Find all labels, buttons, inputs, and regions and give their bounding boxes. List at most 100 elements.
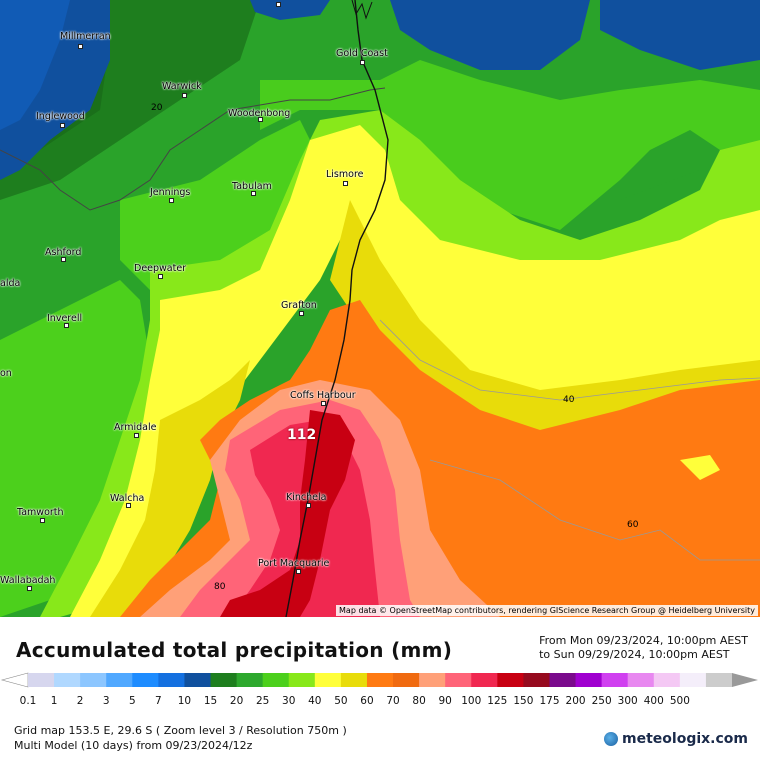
legend-swatch [471, 673, 498, 687]
legend-swatch [158, 673, 185, 687]
brand-name: meteologix.com [622, 731, 748, 747]
legend-tick-label: 70 [386, 695, 399, 707]
legend-tick-label: 7 [155, 695, 162, 707]
color-legend: 0.1 1 2 3 5 7 10 15 20 25 30 40 50 60 70 80 90 100 125 150 1… [0, 672, 760, 714]
map-info: Grid map 153.5 E, 29.6 S ( Zoom level 3 … [14, 723, 347, 753]
legend-tick-label: 400 [644, 695, 664, 707]
legend-swatch [366, 673, 394, 687]
legend-swatch [679, 673, 707, 687]
legend-tick-label: 30 [282, 695, 295, 707]
legend-swatch [705, 673, 733, 687]
town-label-warwick: Warwick [162, 81, 202, 92]
period-to: to Sun 09/29/2024, 10:00pm AEST [539, 648, 730, 661]
contour-label-60: 60 [627, 520, 639, 530]
contour-label-40: 40 [563, 395, 575, 405]
legend-swatch [601, 673, 629, 687]
legend-scale: 0.1 1 2 3 5 7 10 15 20 25 30 40 50 60 70 80 90 100 125 150 1… [0, 672, 758, 707]
town-marker [60, 123, 65, 128]
town-marker [126, 503, 131, 508]
town-label-wallabadah: Wallabadah [0, 575, 56, 586]
legend-swatch [314, 673, 342, 687]
town-marker [321, 401, 326, 406]
town-label-deepwater: Deepwater [134, 263, 187, 274]
town-marker [169, 198, 174, 203]
legend-tick-label: 90 [438, 695, 451, 707]
legend-swatch [523, 673, 550, 687]
town-label-kinchela: Kinchela [286, 492, 327, 503]
legend-tick-label: 60 [360, 695, 373, 707]
legend-swatch [54, 673, 81, 687]
town-marker [258, 117, 263, 122]
legend-swatch [28, 673, 55, 687]
town-marker [78, 44, 83, 49]
town-label-woodenbong: Woodenbong [228, 108, 291, 119]
legend-swatch [575, 673, 603, 687]
town-label-millmerran: Millmerran [60, 31, 111, 42]
town-label-walcha: Walcha [110, 493, 145, 504]
legend-tick-label: 10 [178, 695, 191, 707]
legend-tick-label: 300 [618, 695, 638, 707]
town-marker [158, 274, 163, 279]
legend-swatch [419, 673, 446, 687]
town-marker [64, 323, 69, 328]
town-label-tabulam: Tabulam [232, 181, 272, 192]
period-from: From Mon 09/23/2024, 10:00pm AEST [539, 634, 748, 647]
legend-swatch [549, 673, 577, 687]
legend-tick-label: 25 [256, 695, 269, 707]
precipitation-map[interactable]: Millmerran Gold Coast Warwick Inglewood … [0, 0, 760, 617]
town-marker [306, 503, 311, 508]
legend-swatch [262, 673, 290, 687]
legend-tick-label: 80 [412, 695, 425, 707]
legend-tick-label: 2 [77, 695, 84, 707]
town-label-armidale: Armidale [114, 422, 157, 433]
town-label-tamworth: Tamworth [17, 507, 64, 518]
legend-tick-label: 175 [539, 695, 559, 707]
brand-logo[interactable]: meteologix.com [604, 731, 748, 747]
town-label-alda: alda [0, 278, 21, 289]
legend-arrow-left [0, 672, 29, 688]
map-attribution: Map data © OpenStreetMap contributors, r… [336, 605, 758, 616]
legend-tick-label: 150 [513, 695, 533, 707]
town-label-inglewood: Inglewood [36, 111, 85, 122]
town-label-port-macquarie: Port Macquarie [258, 558, 330, 569]
town-marker [343, 181, 348, 186]
town-marker [299, 311, 304, 316]
town-label-lismore: Lismore [326, 169, 364, 180]
town-marker [296, 569, 301, 574]
town-marker [251, 191, 256, 196]
forecast-period: From Mon 09/23/2024, 10:00pm AEST to Sun… [539, 634, 748, 662]
page-title: Accumulated total precipitation (mm) [16, 638, 453, 662]
legend-tick-label: 500 [670, 695, 690, 707]
town-marker [134, 433, 139, 438]
legend-tick-label: 40 [308, 695, 321, 707]
town-marker [61, 257, 66, 262]
town-label-coffs-harbour: Coffs Harbour [290, 390, 356, 401]
legend-tick-label: 250 [592, 695, 612, 707]
contour-label-80: 80 [214, 582, 226, 592]
legend-tick-label: 50 [334, 695, 347, 707]
town-label-gold-coast: Gold Coast [336, 48, 388, 59]
town-marker [40, 518, 45, 523]
town-marker [360, 60, 365, 65]
legend-swatch [445, 673, 472, 687]
town-label-grafton: Grafton [281, 300, 317, 311]
legend-swatch [340, 673, 368, 687]
town-marker [27, 586, 32, 591]
legend-swatch [106, 673, 133, 687]
max-precipitation-label: 112 [287, 427, 317, 443]
legend-tick-label: 200 [566, 695, 586, 707]
town-label-ashford: Ashford [45, 247, 82, 258]
legend-swatch [627, 673, 655, 687]
town-marker [182, 93, 187, 98]
legend-tick-label: 0.1 [20, 695, 37, 707]
town-label-on: on [0, 368, 12, 379]
town-label-jennings: Jennings [150, 187, 191, 198]
legend-swatch [497, 673, 524, 687]
grid-info: Grid map 153.5 E, 29.6 S ( Zoom level 3 … [14, 724, 347, 737]
legend-swatch [393, 673, 420, 687]
legend-swatch [653, 673, 681, 687]
legend-swatch [236, 673, 264, 687]
precipitation-field [0, 0, 760, 617]
legend-swatch [132, 673, 159, 687]
legend-swatch [210, 673, 238, 687]
